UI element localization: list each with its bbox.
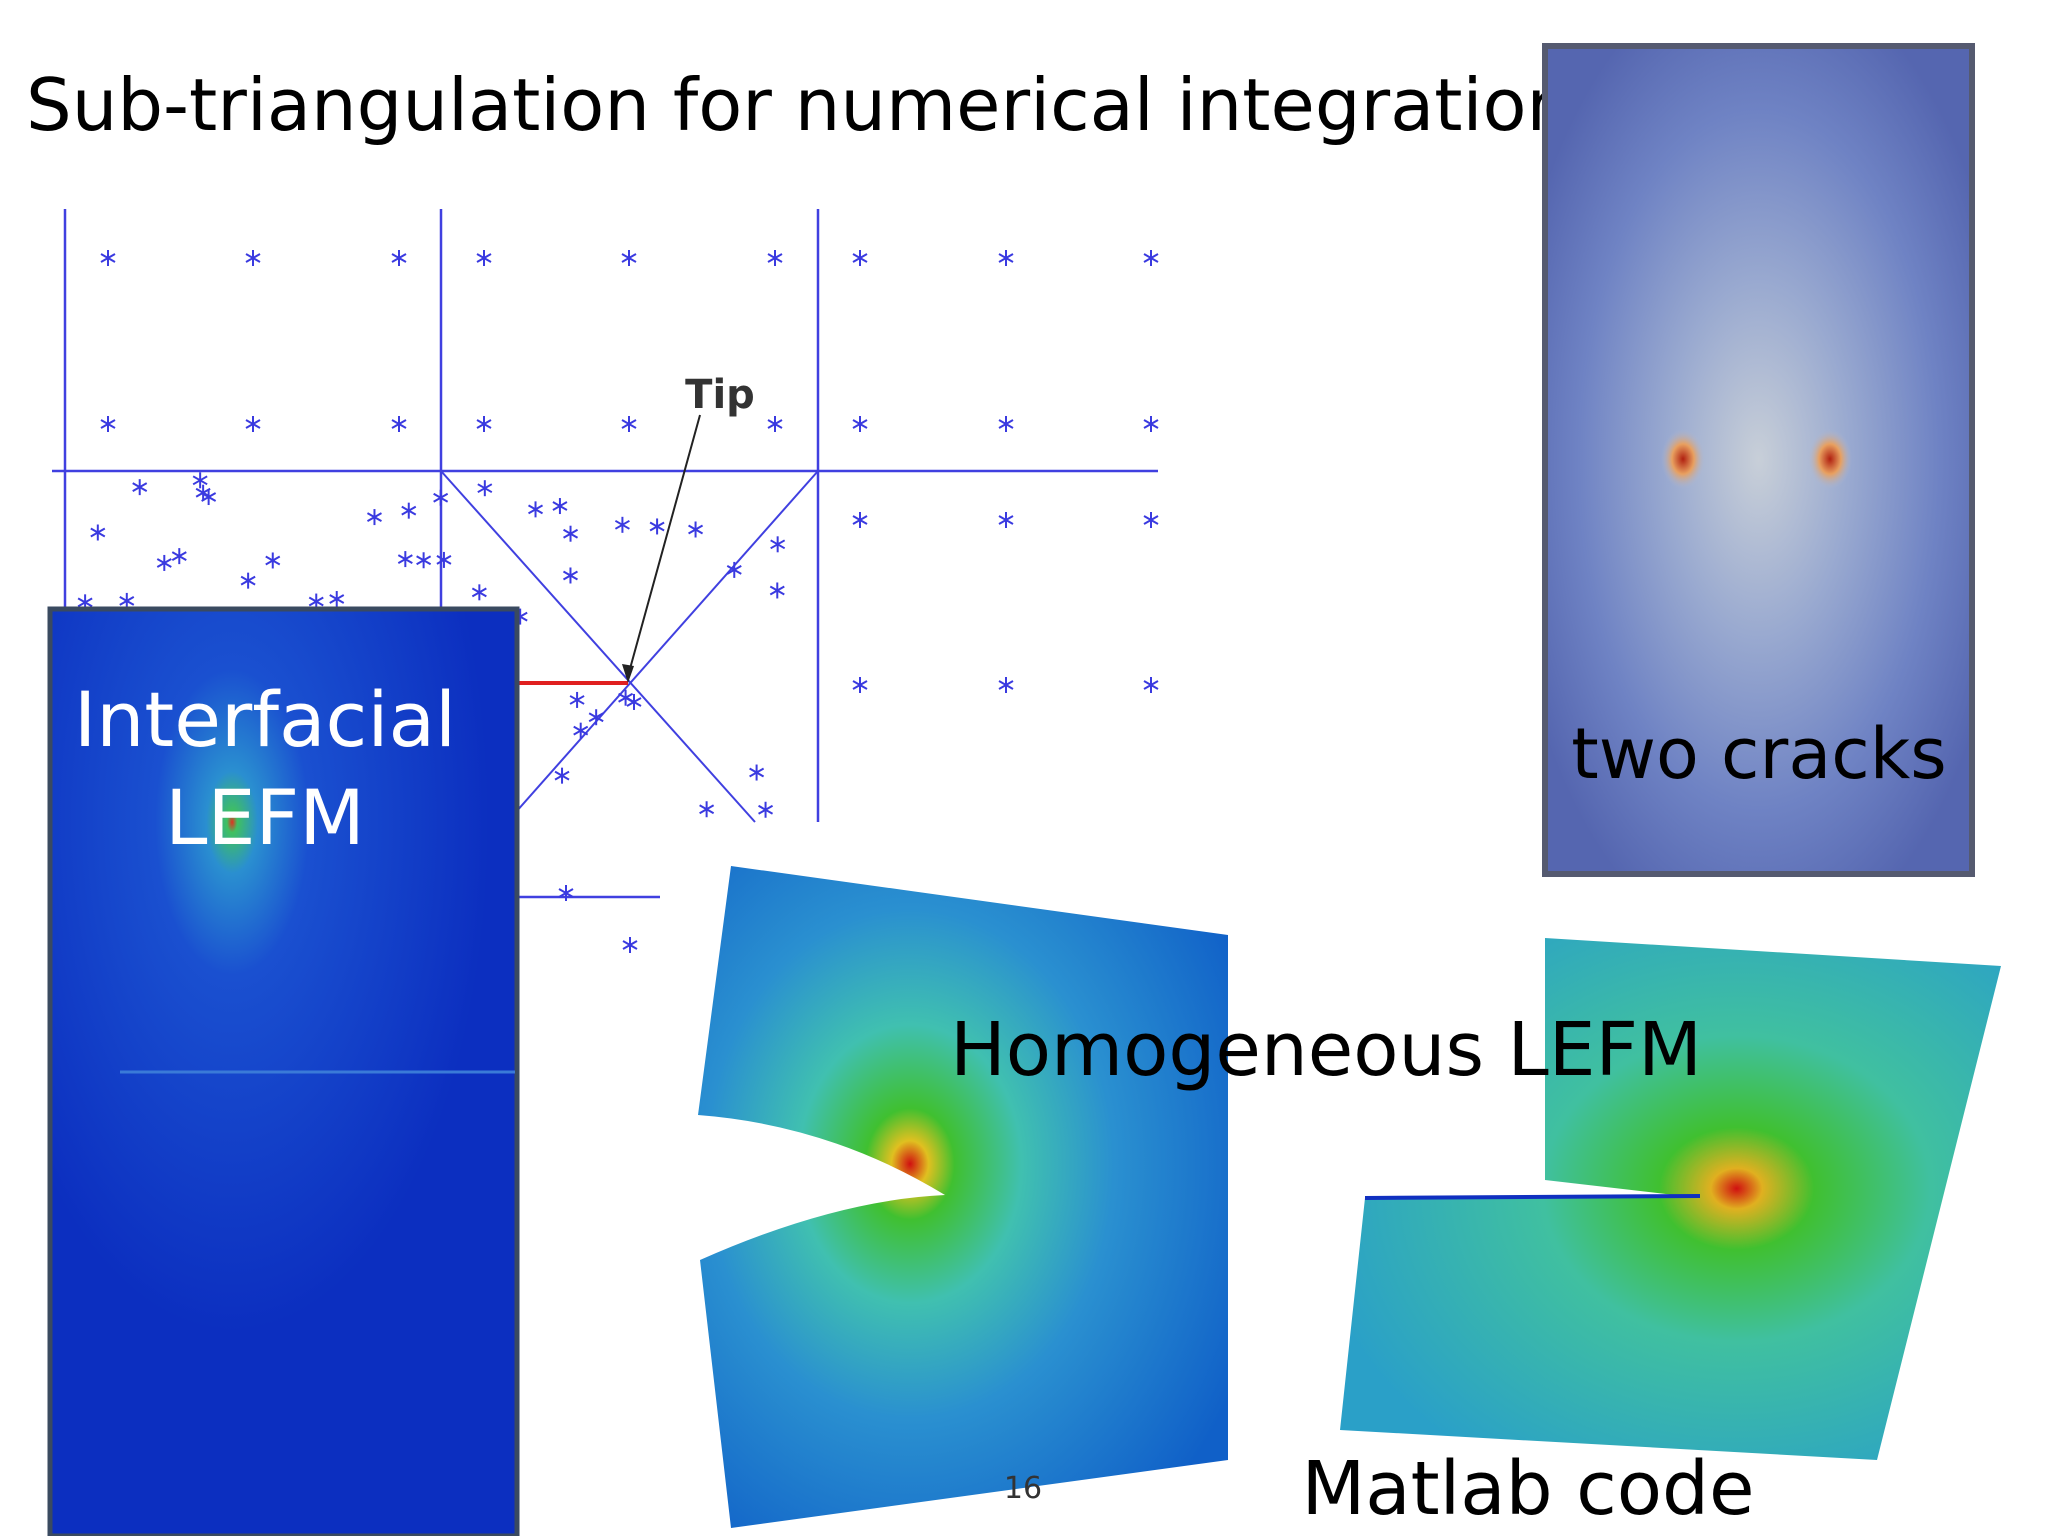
tip-arrowhead [622, 664, 634, 683]
integration-point [171, 548, 187, 565]
integration-point [119, 592, 135, 609]
page-number: 16 [1004, 1471, 1042, 1506]
integration-point [476, 416, 492, 432]
integration-point [397, 551, 413, 568]
integration-point [240, 572, 256, 589]
integration-point [366, 509, 382, 526]
integration-point [614, 516, 630, 533]
integration-point [391, 250, 407, 266]
two-cracks-figure [1542, 43, 1975, 877]
interfacial-label: Interfacial [74, 675, 456, 764]
integration-point [100, 250, 116, 266]
integration-point [998, 250, 1014, 266]
integration-point [391, 416, 407, 432]
integration-point [649, 518, 665, 535]
integration-point [416, 552, 432, 569]
integration-point [688, 521, 704, 538]
integration-point [758, 801, 774, 818]
integration-point [265, 552, 281, 569]
integration-point [852, 677, 868, 693]
integration-point [699, 801, 715, 818]
matlab-crack [1364, 1194, 1701, 1200]
interfacial-label: LEFM [165, 773, 365, 862]
integration-point [563, 525, 579, 542]
integration-point [749, 764, 765, 781]
integration-point [588, 709, 604, 726]
integration-point [132, 479, 148, 496]
integration-point [476, 250, 492, 266]
matlab-label: Matlab code [1301, 1446, 1754, 1532]
integration-point [852, 512, 868, 528]
integration-point [1143, 512, 1159, 528]
homogeneous-label: Homogeneous LEFM [950, 1007, 1702, 1093]
integration-point [552, 498, 568, 515]
homogeneous-figure [698, 866, 1228, 1528]
integration-point [433, 489, 449, 506]
mesh-line [499, 470, 819, 831]
integration-point [852, 250, 868, 266]
integration-point [1143, 250, 1159, 266]
integration-point [998, 677, 1014, 693]
integration-point [554, 767, 570, 784]
two-cracks-panel [1542, 43, 1975, 877]
integration-point [618, 689, 634, 706]
homogeneous-plot [698, 866, 1228, 1528]
integration-point [621, 416, 637, 432]
integration-point [562, 567, 578, 584]
integration-point [245, 416, 261, 432]
integration-point [528, 501, 544, 518]
integration-point [569, 691, 585, 708]
tip-label: Tip [685, 372, 755, 418]
integration-point [195, 484, 211, 501]
integration-point [769, 582, 785, 599]
integration-point [192, 472, 208, 489]
integration-point [998, 416, 1014, 432]
matlab-plot [1340, 938, 2001, 1460]
integration-point [90, 524, 106, 541]
slide-title: Sub-triangulation for numerical integrat… [26, 63, 1572, 147]
integration-point [436, 551, 452, 568]
integration-point [726, 561, 742, 578]
integration-point [622, 937, 638, 953]
integration-point [156, 554, 172, 571]
two-cracks-label: two cracks [1571, 713, 1946, 795]
integration-point [329, 591, 345, 608]
integration-point [1143, 416, 1159, 432]
interfacial-figure [47, 606, 520, 1536]
integration-point [852, 416, 868, 432]
integration-point [767, 250, 783, 266]
integration-point [100, 416, 116, 432]
integration-point [573, 722, 589, 739]
integration-point [621, 250, 637, 266]
matlab-figure [1340, 938, 2001, 1460]
integration-point [477, 480, 493, 497]
integration-point [767, 416, 783, 432]
integration-point [558, 885, 574, 901]
integration-point [245, 250, 261, 266]
integration-point [1143, 677, 1159, 693]
crack-hotspot [1661, 429, 1705, 489]
integration-point [471, 584, 487, 601]
crack-hotspot [1808, 429, 1852, 489]
tip-arrow [627, 414, 701, 677]
integration-point [401, 502, 417, 519]
integration-point [998, 512, 1014, 528]
mesh-line [440, 470, 756, 823]
integration-point [770, 536, 786, 553]
